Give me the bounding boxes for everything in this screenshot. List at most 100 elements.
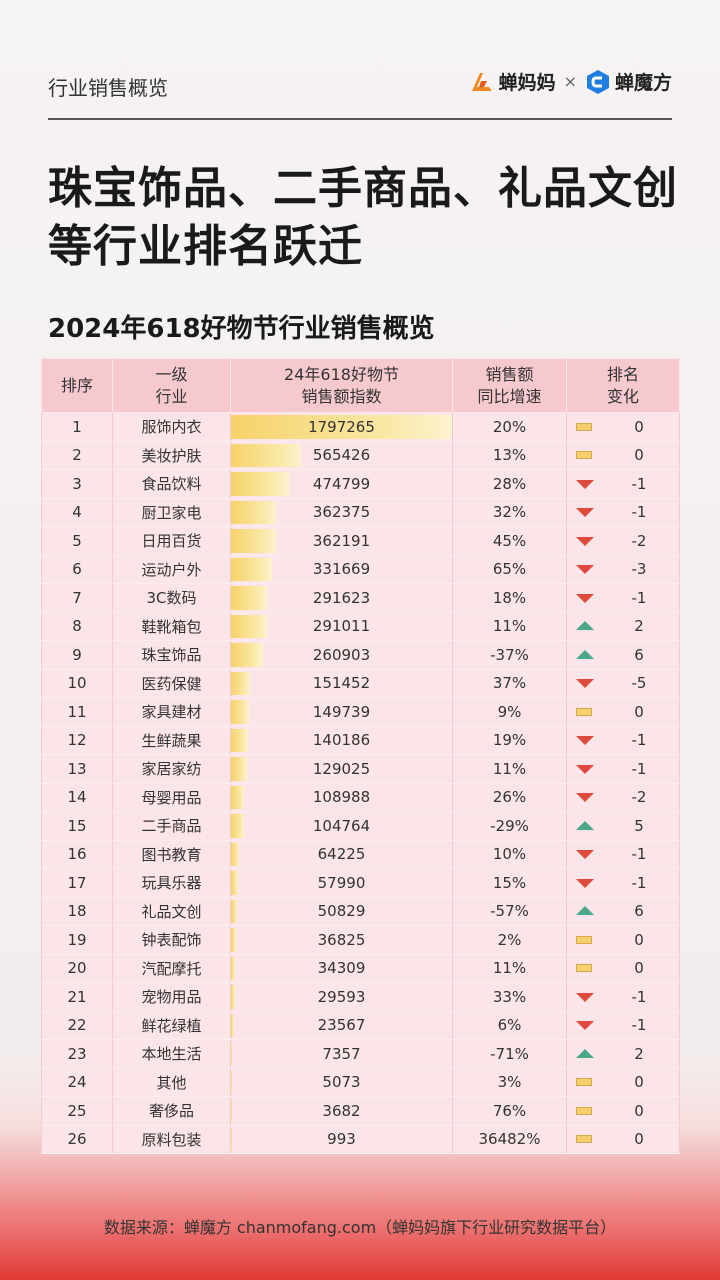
brand-chanmama-name: 蝉妈妈 bbox=[498, 72, 556, 94]
rank-up-icon bbox=[576, 820, 594, 830]
cell-sales-index: 64225 bbox=[230, 839, 453, 869]
sales-index-bar bbox=[231, 985, 235, 1009]
rank-change-value: -1 bbox=[631, 503, 647, 522]
sales-index-value: 565426 bbox=[312, 446, 371, 465]
sales-index-bar bbox=[231, 757, 247, 781]
cell-sales-index: 151452 bbox=[230, 668, 453, 698]
sales-index-value: 140186 bbox=[312, 731, 371, 750]
cell-industry: 家居家纺 bbox=[112, 754, 231, 784]
cell-sales-index: 5073 bbox=[230, 1067, 453, 1097]
cell-rank-change: -1 bbox=[566, 839, 680, 869]
cell-rank: 15 bbox=[41, 811, 113, 841]
table-row: 21 宠物用品 29593 33% -1 bbox=[41, 982, 680, 1012]
sales-index-bar bbox=[231, 614, 267, 638]
cell-rank: 10 bbox=[41, 668, 113, 698]
col-header-rank: 排序 bbox=[41, 358, 113, 413]
cell-rank-change: 0 bbox=[566, 953, 680, 983]
cell-growth: 26% bbox=[452, 782, 567, 812]
cell-growth: 18% bbox=[452, 583, 567, 613]
rank-down-icon bbox=[576, 508, 594, 518]
sales-index-bar bbox=[231, 671, 250, 695]
table-row: 6 运动户外 331669 65% -3 bbox=[41, 554, 680, 584]
cell-growth: 33% bbox=[452, 982, 567, 1012]
cell-growth: 28% bbox=[452, 469, 567, 499]
cell-growth: 11% bbox=[452, 754, 567, 784]
cell-rank-change: 6 bbox=[566, 896, 680, 926]
cell-growth: 6% bbox=[452, 1010, 567, 1040]
sales-index-value: 151452 bbox=[312, 674, 371, 693]
cell-industry: 宠物用品 bbox=[112, 982, 231, 1012]
cell-rank: 4 bbox=[41, 497, 113, 527]
rank-change-value: 6 bbox=[634, 645, 644, 664]
rank-flat-icon bbox=[576, 1078, 592, 1087]
brand-logos: 蝉妈妈 × 蝉魔方 bbox=[469, 68, 672, 95]
cell-industry: 其他 bbox=[112, 1067, 231, 1097]
brand-chanmofang: 蝉魔方 bbox=[585, 68, 672, 95]
cell-sales-index: 7357 bbox=[230, 1039, 453, 1069]
sales-index-bar bbox=[231, 871, 239, 895]
rank-up-icon bbox=[576, 1048, 594, 1058]
cell-growth: -71% bbox=[452, 1039, 567, 1069]
cell-rank: 3 bbox=[41, 469, 113, 499]
rank-change-value: 0 bbox=[634, 1130, 644, 1149]
rank-down-icon bbox=[576, 1021, 594, 1031]
cell-rank-change: -1 bbox=[566, 497, 680, 527]
cell-sales-index: 362375 bbox=[230, 497, 453, 527]
sales-index-value: 149739 bbox=[312, 702, 371, 721]
cell-sales-index: 331669 bbox=[230, 554, 453, 584]
cell-growth: 37% bbox=[452, 668, 567, 698]
cell-sales-index: 291011 bbox=[230, 611, 453, 641]
cell-rank: 19 bbox=[41, 925, 113, 955]
table-row: 20 汽配摩托 34309 11% 0 bbox=[41, 953, 680, 983]
cell-sales-index: 565426 bbox=[230, 440, 453, 470]
sales-index-value: 64225 bbox=[317, 845, 366, 864]
sales-index-bar bbox=[231, 1042, 232, 1066]
sales-index-bar bbox=[231, 557, 272, 581]
rank-down-icon bbox=[576, 850, 594, 860]
cell-industry: 鞋靴箱包 bbox=[112, 611, 231, 641]
col-header-growth: 销售额 同比增速 bbox=[452, 358, 567, 413]
cell-sales-index: 23567 bbox=[230, 1010, 453, 1040]
table-row: 5 日用百货 362191 45% -2 bbox=[41, 526, 680, 556]
cell-sales-index: 104764 bbox=[230, 811, 453, 841]
cell-rank: 22 bbox=[41, 1010, 113, 1040]
col-header-industry: 一级 行业 bbox=[112, 358, 231, 413]
rank-change-value: 0 bbox=[634, 702, 644, 721]
cell-rank: 8 bbox=[41, 611, 113, 641]
chanmama-logo-icon bbox=[471, 72, 492, 91]
rank-down-icon bbox=[576, 593, 594, 603]
cell-rank-change: 0 bbox=[566, 1096, 680, 1126]
rank-down-icon bbox=[576, 992, 594, 1002]
sales-index-bar bbox=[231, 842, 239, 866]
cell-industry: 食品饮料 bbox=[112, 469, 231, 499]
rank-change-value: 0 bbox=[634, 1101, 644, 1120]
sales-index-bar bbox=[231, 500, 276, 524]
col-header-rank-change: 排名 变化 bbox=[566, 358, 680, 413]
cell-rank-change: -1 bbox=[566, 469, 680, 499]
sales-index-value: 362191 bbox=[312, 531, 371, 550]
sales-index-value: 993 bbox=[327, 1130, 356, 1149]
rank-flat-icon bbox=[576, 1135, 592, 1144]
rank-change-value: -1 bbox=[631, 987, 647, 1006]
sales-index-value: 29593 bbox=[317, 987, 366, 1006]
cell-industry: 本地生活 bbox=[112, 1039, 231, 1069]
sales-index-value: 57990 bbox=[317, 873, 366, 892]
cell-growth: 19% bbox=[452, 725, 567, 755]
cell-rank-change: 0 bbox=[566, 925, 680, 955]
cell-sales-index: 129025 bbox=[230, 754, 453, 784]
cell-rank-change: -1 bbox=[566, 725, 680, 755]
cell-sales-index: 260903 bbox=[230, 640, 453, 670]
cell-growth: 9% bbox=[452, 697, 567, 727]
cell-sales-index: 1797265 bbox=[230, 412, 453, 442]
rank-flat-icon bbox=[576, 707, 592, 716]
cell-industry: 钟表配饰 bbox=[112, 925, 231, 955]
table-title: 2024年618好物节行业销售概览 bbox=[48, 314, 435, 344]
table-row: 12 生鲜蔬果 140186 19% -1 bbox=[41, 725, 680, 755]
table-row: 10 医药保健 151452 37% -5 bbox=[41, 668, 680, 698]
table-row: 25 奢侈品 3682 76% 0 bbox=[41, 1096, 680, 1126]
rank-change-value: 0 bbox=[634, 959, 644, 978]
cell-rank-change: -1 bbox=[566, 868, 680, 898]
table-row: 22 鲜花绿植 23567 6% -1 bbox=[41, 1010, 680, 1040]
rank-down-icon bbox=[576, 679, 594, 689]
cell-rank-change: -5 bbox=[566, 668, 680, 698]
